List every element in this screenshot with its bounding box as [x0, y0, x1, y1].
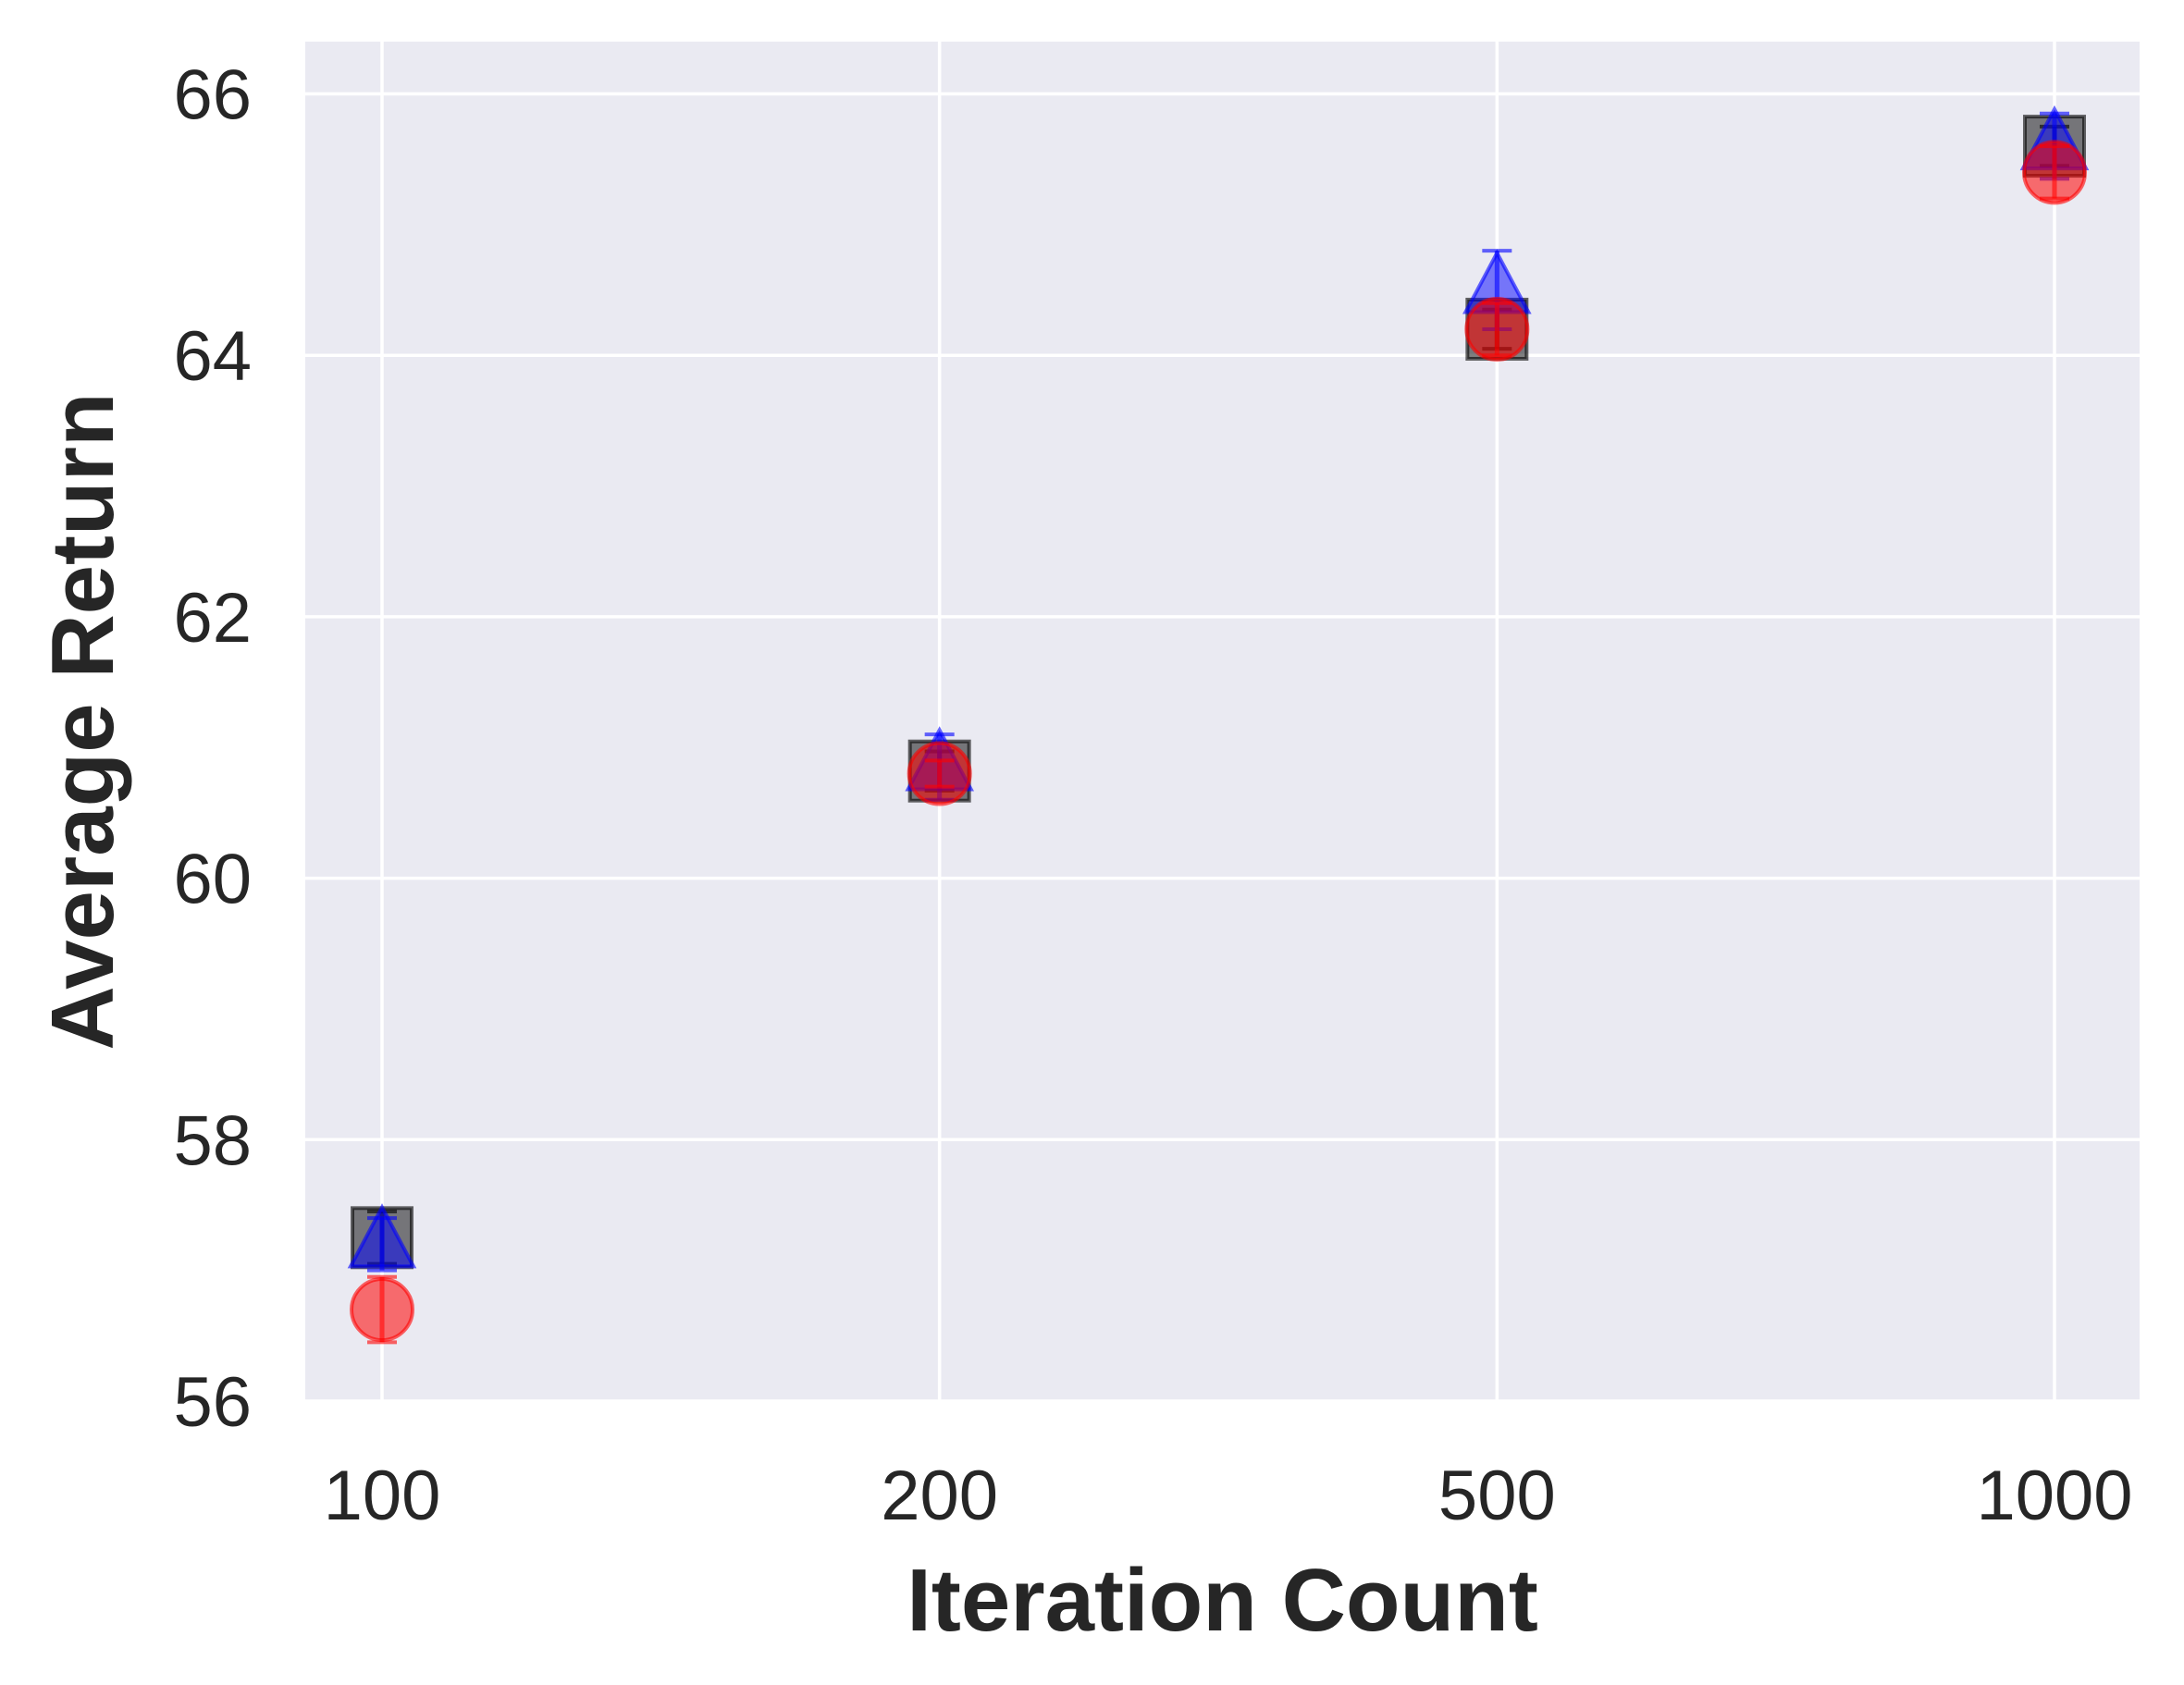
- data-marks: [347, 105, 2090, 1345]
- x-axis-title: Iteration Count: [907, 1551, 1538, 1650]
- plot-background: [305, 42, 2140, 1401]
- circle-point: [350, 1277, 414, 1343]
- y-tick-label: 62: [173, 579, 252, 658]
- circle-point: [2022, 140, 2087, 205]
- y-tick-label: 64: [173, 317, 252, 396]
- circle-point: [1464, 296, 1530, 362]
- x-tick-labels: 100 200 500 1000: [324, 1457, 2133, 1535]
- grid: [305, 42, 2140, 1403]
- x-tick-label: 100: [324, 1457, 441, 1535]
- y-axis-title: Average Return: [33, 392, 132, 1050]
- triangle-point: [347, 1203, 417, 1269]
- y-tick-label: 56: [173, 1363, 252, 1442]
- x-tick-label: 1000: [1976, 1457, 2132, 1535]
- series-circle: [350, 140, 2087, 1345]
- x-tick-label: 200: [881, 1457, 998, 1535]
- y-tick-label: 58: [173, 1101, 252, 1180]
- circle-point: [907, 741, 972, 806]
- x-tick-label: 500: [1438, 1457, 1556, 1535]
- y-tick-labels: 56 58 60 62 64 66: [173, 56, 252, 1442]
- y-tick-label: 60: [173, 841, 252, 919]
- y-tick-label: 66: [173, 56, 252, 135]
